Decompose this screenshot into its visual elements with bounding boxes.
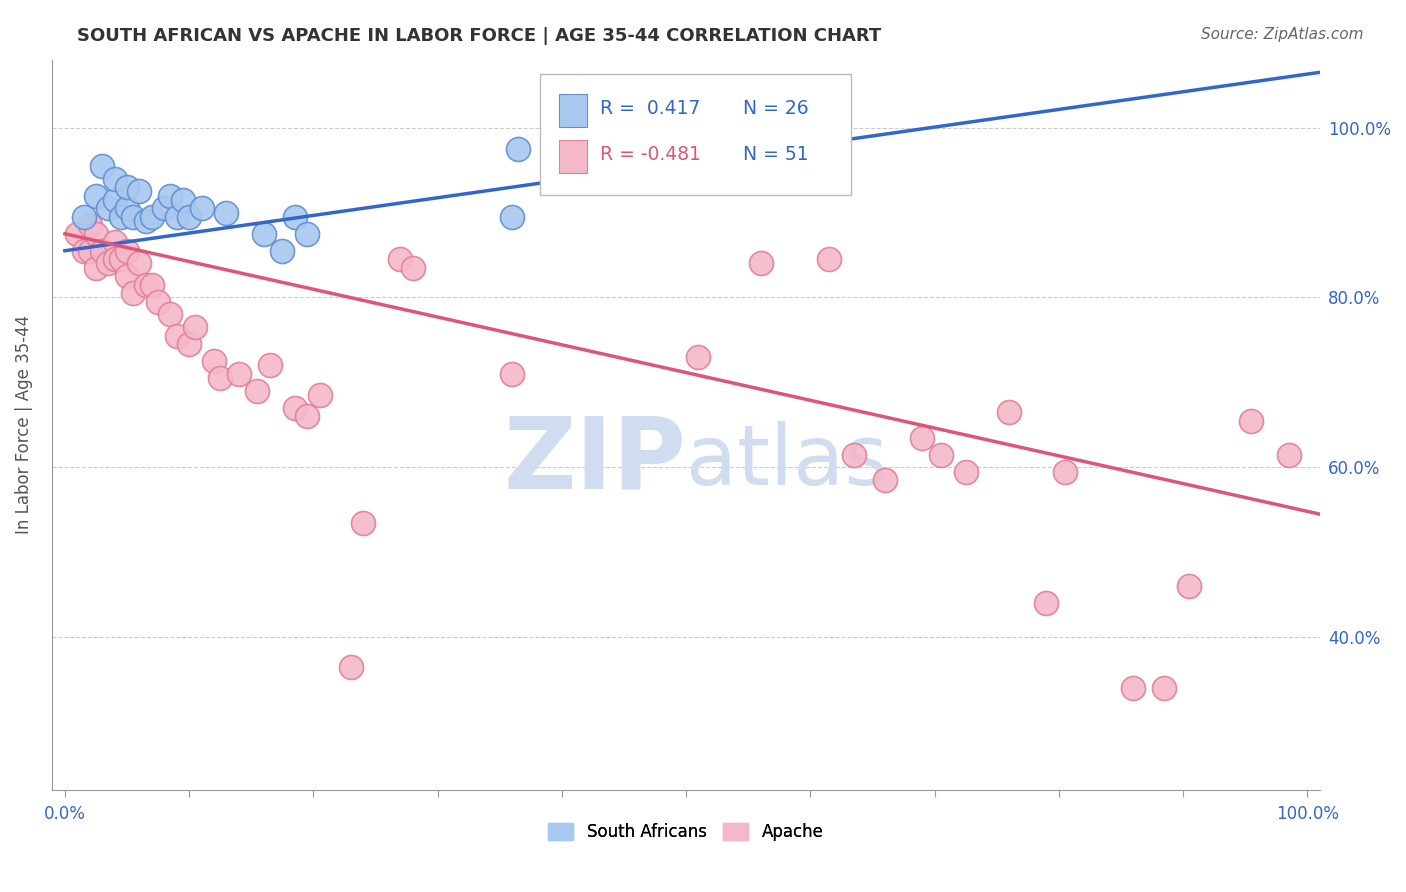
Text: R = -0.481: R = -0.481 [600,145,700,164]
Point [166,210,188,224]
Point [115,244,138,258]
FancyBboxPatch shape [540,74,851,194]
Point [1053,465,1076,479]
Point [159,308,181,322]
Point [253,227,276,241]
Point [295,227,318,241]
Point [271,244,294,258]
Point [135,277,157,292]
FancyBboxPatch shape [560,94,588,127]
Point [122,210,145,224]
Point [688,350,710,364]
Point [79,244,101,258]
Point [84,227,107,241]
Point [115,180,138,194]
Point [153,201,176,215]
Text: N = 51: N = 51 [744,145,808,164]
Point [284,210,307,224]
Point [215,205,238,219]
Point [146,294,169,309]
Point [177,210,200,224]
Point [84,188,107,202]
Point [749,256,772,270]
Point [97,256,120,270]
Point [352,516,374,530]
Point [190,201,212,215]
Point [209,371,232,385]
Point [91,244,114,258]
FancyBboxPatch shape [560,140,588,173]
Point [929,448,952,462]
Point [184,320,207,334]
Point [339,660,361,674]
Point [91,159,114,173]
Point [66,227,89,241]
Point [135,214,157,228]
Point [103,252,125,267]
Point [873,473,896,487]
Point [998,405,1021,419]
Point [228,367,250,381]
Point [97,201,120,215]
Point [128,256,150,270]
Point [911,431,934,445]
Point [103,235,125,250]
Point [818,252,841,267]
Point [389,252,412,267]
Point [115,269,138,284]
Point [110,252,132,267]
Point [284,401,307,415]
Point [115,201,138,215]
Point [501,367,523,381]
Point [955,465,977,479]
Point [72,244,94,258]
Point [84,260,107,275]
Point [308,388,330,402]
Point [79,219,101,233]
Point [259,359,281,373]
Point [202,354,225,368]
Point [141,277,163,292]
Y-axis label: In Labor Force | Age 35-44: In Labor Force | Age 35-44 [15,316,32,534]
Text: atlas: atlas [686,421,887,502]
Point [177,337,200,351]
Point [842,448,865,462]
Point [103,193,125,207]
Point [166,328,188,343]
Point [1122,681,1144,696]
Point [1153,681,1175,696]
Point [128,184,150,198]
Point [295,409,318,424]
Point [122,286,145,301]
Point [159,188,181,202]
Point [72,210,94,224]
Point [172,193,194,207]
Text: R =  0.417: R = 0.417 [600,99,700,118]
Text: SOUTH AFRICAN VS APACHE IN LABOR FORCE | AGE 35-44 CORRELATION CHART: SOUTH AFRICAN VS APACHE IN LABOR FORCE |… [77,27,882,45]
Point [110,210,132,224]
Point [1278,448,1301,462]
Legend: South Africans, Apache: South Africans, Apache [541,816,831,847]
Point [1240,414,1263,428]
Point [1178,579,1201,593]
Text: Source: ZipAtlas.com: Source: ZipAtlas.com [1201,27,1364,42]
Point [246,384,269,398]
Text: N = 26: N = 26 [744,99,808,118]
Point [508,142,530,156]
Point [501,210,523,224]
Point [141,210,163,224]
Text: ZIP: ZIP [503,413,686,510]
Point [402,260,425,275]
Point [1035,596,1057,610]
Point [103,171,125,186]
